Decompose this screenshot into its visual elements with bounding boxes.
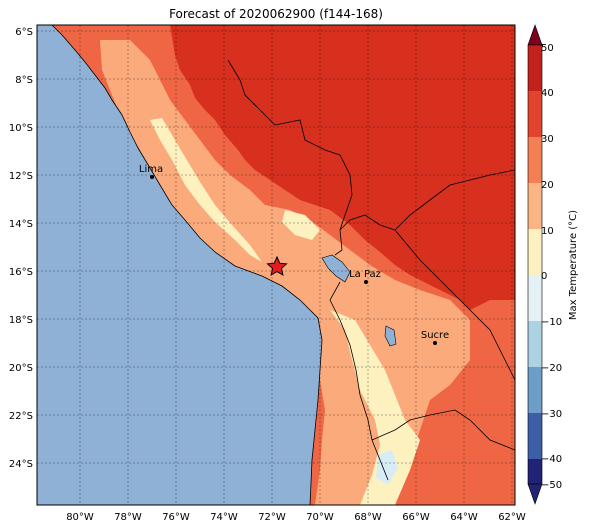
lon-label-64: 64°W (450, 512, 478, 523)
colorbar-band (528, 321, 542, 367)
lat-label-16: 16°S (9, 267, 33, 278)
colorbar-frame (527, 44, 543, 485)
border-bolivia-east (394, 229, 515, 381)
lat-label-18: 18°S (9, 315, 33, 326)
colorbar: 50 40 30 20 10 0 −10 −20 −30 −40 −50 Max… (527, 24, 579, 505)
colorbar-band (528, 367, 542, 413)
lon-label-62: 62°W (498, 512, 526, 523)
cool-zone-highlands (150, 118, 262, 262)
border-peru-brazil (227, 59, 353, 256)
coastline (51, 25, 323, 505)
colorbar-band (528, 137, 542, 183)
lon-label-70: 70°W (306, 512, 334, 523)
colorbar-band (528, 91, 542, 137)
lon-label-78: 78°W (114, 512, 142, 523)
lat-label-20: 20°S (9, 363, 33, 374)
city-sucre: Sucre (421, 330, 449, 345)
colorbar-tick-20: 20 (541, 180, 554, 191)
lon-label-76: 76°W (162, 512, 190, 523)
border-bolivia-chile (329, 281, 389, 481)
lat-label-6: 6°S (15, 27, 33, 38)
lon-label-80: 80°W (66, 512, 94, 523)
colorbar-tick-40: 40 (541, 88, 554, 99)
city-lima: Lima (139, 164, 163, 179)
longitude-labels: 80°W 78°W 76°W 74°W 72°W 70°W 68°W 66°W … (66, 512, 526, 523)
gridlines (37, 25, 515, 505)
city-dot (364, 280, 368, 284)
colorbar-tick-neg10: −10 (541, 317, 562, 328)
lat-label-10: 10°S (9, 123, 33, 134)
colorbar-bottom-extend (527, 483, 543, 505)
lon-label-68: 68°W (354, 512, 382, 523)
cool-zone-patch (282, 210, 320, 240)
colorbar-tick-neg30: −30 (541, 409, 562, 420)
lat-label-24: 24°S (9, 459, 33, 470)
city-label: La Paz (349, 269, 381, 280)
cool-zone-altiplano (330, 310, 420, 505)
colorbar-band (528, 183, 542, 229)
colorbar-tick-neg20: −20 (541, 363, 562, 374)
map-title: Forecast of 2020062900 (f144-168) (169, 7, 383, 21)
lon-label-66: 66°W (402, 512, 430, 523)
colorbar-band (528, 45, 542, 91)
colorbar-label: Max Temperature (°C) (568, 210, 579, 320)
colorbar-band (528, 413, 542, 459)
colorbar-band (528, 275, 542, 321)
latitude-labels: 6°S 8°S 10°S 12°S 14°S 16°S 18°S 20°S 22… (9, 27, 33, 470)
colorbar-tick-neg40: −40 (541, 454, 562, 465)
lake-poopo (384, 325, 397, 347)
colorbar-band (528, 229, 542, 275)
colorbar-tick-neg50: −50 (541, 480, 562, 491)
hot-zone-north-east (170, 25, 515, 310)
lon-label-72: 72°W (258, 512, 286, 523)
lat-label-12: 12°S (9, 171, 33, 182)
colorbar-top-extend (527, 24, 543, 46)
colorbar-tick-10: 10 (541, 226, 554, 237)
lon-label-74: 74°W (210, 512, 238, 523)
city-dot (150, 175, 154, 179)
city-la-paz: La Paz (349, 269, 381, 284)
red-star-icon (266, 255, 288, 276)
colorbar-tick-30: 30 (541, 134, 554, 145)
map-frame (36, 24, 516, 506)
lat-label-8: 8°S (15, 75, 33, 86)
lake-titicaca (321, 254, 351, 283)
border-bolivia-south (371, 409, 515, 451)
city-label: Sucre (421, 330, 449, 341)
border-peru-bolivia (339, 169, 515, 231)
city-dot (433, 341, 437, 345)
colorbar-tick-50: 50 (541, 43, 554, 54)
colorbar-band (528, 459, 542, 484)
lat-label-14: 14°S (9, 219, 33, 230)
lat-label-22: 22°S (9, 411, 33, 422)
cold-zone-salt-flat (376, 450, 398, 485)
city-label: Lima (139, 164, 163, 175)
colorbar-tick-0: 0 (541, 271, 547, 282)
ocean (37, 25, 322, 505)
